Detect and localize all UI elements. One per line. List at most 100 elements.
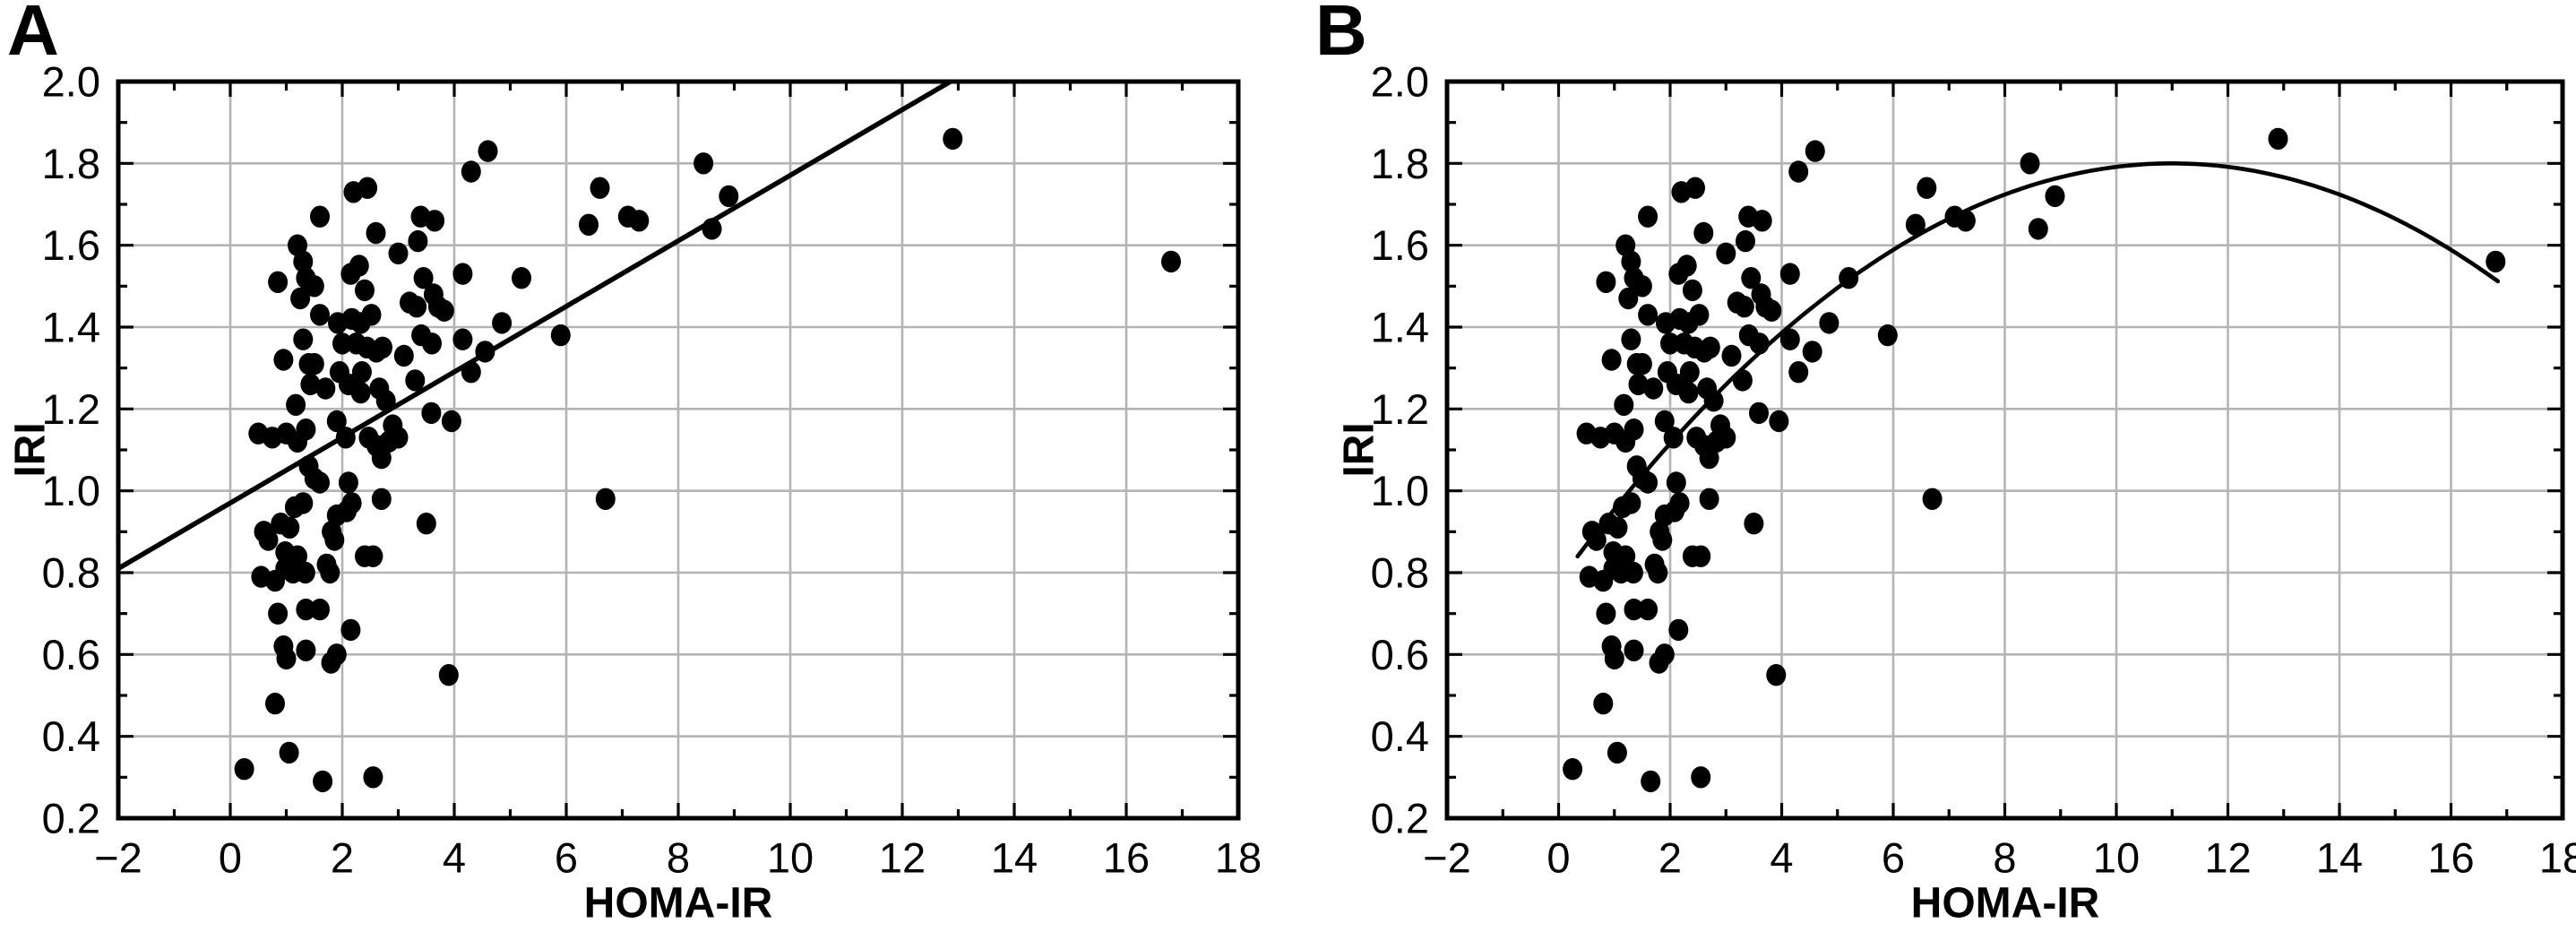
plot-border [1444,79,2565,821]
data-point [366,221,386,245]
data-point [1699,488,1719,510]
x-tick-label: 14 [991,833,1038,881]
data-point [265,692,285,715]
data-point [286,393,306,416]
data-point [1643,377,1664,400]
data-point [1693,221,1714,245]
data-point [590,177,610,199]
data-point [300,373,321,396]
data-point [1819,312,1839,334]
data-point [340,263,361,285]
data-point [1741,267,1762,289]
data-point [304,275,324,298]
data-point [2020,152,2040,175]
data-point [475,341,495,363]
data-point [1788,160,1809,183]
x-tick-label: 8 [667,833,690,881]
data-point [328,312,348,334]
data-point [1607,516,1628,539]
data-point [355,279,375,302]
data-point [1601,349,1622,371]
data-point [1644,553,1665,576]
data-point [422,332,442,355]
data-point [321,652,341,674]
x-tick-label: 14 [2316,833,2363,881]
data-point [295,561,315,584]
data-point [366,341,387,363]
y-tick-label: 2.0 [1371,58,1429,106]
data-point [310,304,330,326]
data-point [350,381,371,404]
data-point [1905,213,1926,236]
data-point [315,377,336,400]
panel-a-label: A [7,0,59,70]
data-point [332,332,352,355]
data-point [1922,488,1943,510]
data-point [1614,393,1634,416]
x-tick-label: 10 [2093,833,2140,881]
data-point [1668,263,1689,285]
data-point [1638,471,1658,494]
data-point [1593,692,1614,715]
data-point [1621,328,1641,350]
data-point [371,446,392,470]
data-point [416,513,436,535]
data-point [1716,242,1736,264]
data-point [268,271,289,293]
data-point [273,349,294,371]
data-point [1654,410,1675,433]
data-point [461,160,481,183]
data-point [1678,312,1699,334]
data-point [1749,332,1770,355]
data-point [1668,618,1689,642]
panel-b-label: B [1315,0,1367,70]
data-point [1586,529,1607,551]
x-tick-label: 2 [1658,833,1682,881]
data-point [1682,279,1702,302]
data-point [1649,652,1669,674]
data-point [1596,602,1616,625]
data-point [702,218,722,240]
data-point [1766,664,1787,686]
y-tick-label: 1.8 [42,140,100,187]
data-point [304,352,324,375]
data-point [1699,446,1719,470]
data-point [719,185,739,208]
data-point [234,758,254,781]
x-tick-label: 6 [555,833,578,881]
y-tick-label: 1.4 [1371,304,1429,351]
data-point [340,618,361,642]
data-point [1621,250,1641,273]
x-tick-label: 18 [2539,833,2576,881]
data-point [1779,263,1800,285]
data-point [694,152,714,175]
data-point [1632,275,1652,298]
data-point [288,430,307,453]
data-point [1877,324,1898,347]
data-point [280,516,300,539]
data-point [1618,287,1639,310]
data-point [2045,185,2065,208]
data-point [258,529,279,551]
y-tick-label: 0.8 [1371,549,1429,597]
data-point [296,598,316,621]
data-point [1955,210,1976,232]
data-point [1596,271,1616,293]
data-point [405,369,426,392]
data-point [310,471,330,494]
x-tick-label: 12 [2204,833,2251,881]
data-point [441,410,461,433]
x-tick-label: 16 [2427,833,2474,881]
data-point [276,647,297,670]
data-point [1678,381,1699,404]
data-point [378,430,399,453]
data-point [351,361,372,384]
data-point [1703,390,1724,412]
data-point [1638,205,1658,228]
y-tick-label: 1.6 [1371,221,1429,269]
x-tick-label: 16 [1103,833,1150,881]
data-point [363,545,383,567]
x-tick-label: 12 [879,833,926,881]
y-tick-label: 1.8 [1371,140,1429,187]
data-point [268,602,289,625]
